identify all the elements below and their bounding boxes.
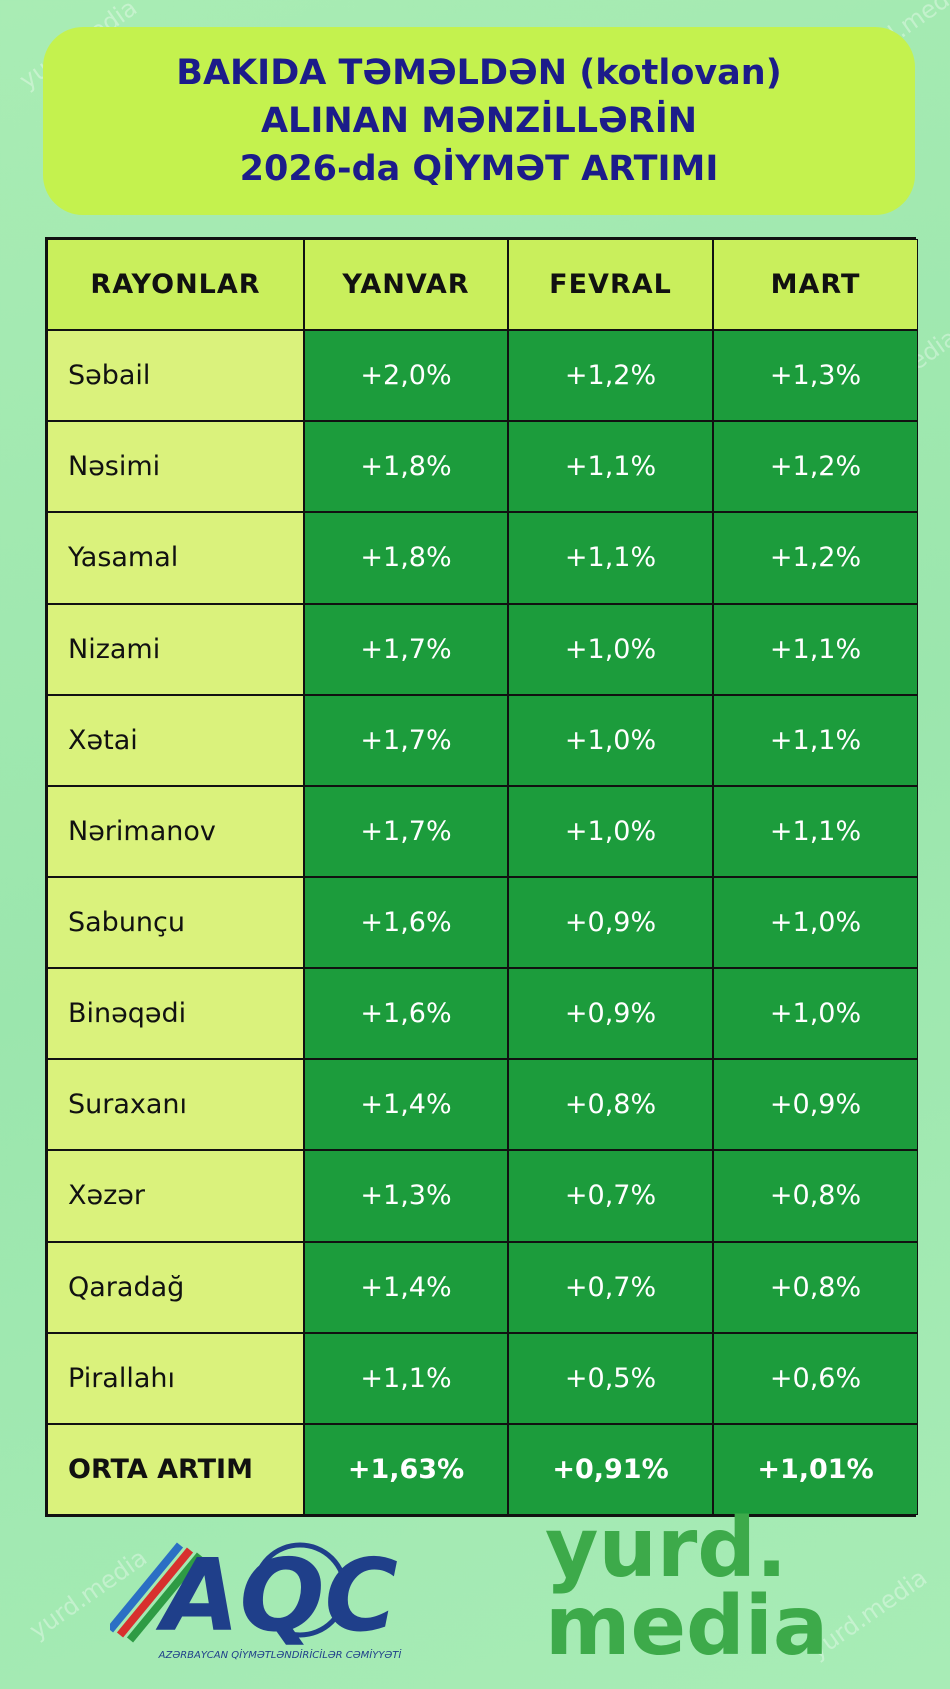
value-cell: +1,0% — [508, 785, 713, 877]
value-cell: +0,9% — [508, 877, 713, 969]
column-header: MART — [713, 239, 918, 331]
value-cell: +0,8% — [713, 1241, 918, 1333]
district-name: Xəzər — [47, 1150, 304, 1242]
value-cell: +1,4% — [304, 1241, 508, 1333]
yurd-logo: yurd. media — [545, 1501, 829, 1674]
value-cell: +0,6% — [713, 1332, 918, 1424]
column-header: RAYONLAR — [47, 239, 304, 331]
value-cell: +0,5% — [508, 1332, 713, 1424]
total-value: +1,63% — [304, 1423, 508, 1515]
aqc-name: AZƏRBAYCAN QİYMƏTLƏNDİRİCİLƏR CƏMİYYƏTİ — [158, 1648, 403, 1661]
value-cell: +1,0% — [508, 603, 713, 695]
aqc-graphic: AQC AZƏRBAYCAN QİYMƏTLƏNDİRİCİLƏR CƏMİYY… — [106, 1537, 403, 1661]
value-cell: +1,4% — [304, 1059, 508, 1151]
value-cell: +1,1% — [713, 694, 918, 786]
value-cell: +0,7% — [508, 1241, 713, 1333]
value-cell: +1,6% — [304, 877, 508, 969]
district-name: Nərimanov — [47, 785, 304, 877]
column-header: FEVRAL — [508, 239, 713, 331]
value-cell: +1,2% — [713, 421, 918, 513]
value-cell: +1,6% — [304, 968, 508, 1060]
total-label: ORTA ARTIM — [47, 1423, 304, 1515]
value-cell: +1,8% — [304, 421, 508, 513]
value-cell: +1,1% — [713, 603, 918, 695]
title-line: BAKIDA TƏMƏLDƏN (kotlovan) — [176, 53, 782, 93]
total-value: +1,01% — [713, 1423, 918, 1515]
value-cell: +1,8% — [304, 512, 508, 604]
district-name: Xətai — [47, 694, 304, 786]
value-cell: +1,2% — [713, 512, 918, 604]
title-box: BAKIDA TƏMƏLDƏN (kotlovan) ALINAN MƏNZİL… — [43, 27, 915, 215]
district-name: Yasamal — [47, 512, 304, 604]
value-cell: +0,8% — [713, 1150, 918, 1242]
district-name: Nəsimi — [47, 421, 304, 513]
value-cell: +0,7% — [508, 1150, 713, 1242]
value-cell: +1,0% — [713, 877, 918, 969]
district-name: Qaradağ — [47, 1241, 304, 1333]
value-cell: +1,1% — [508, 512, 713, 604]
district-name: Səbail — [47, 330, 304, 422]
value-cell: +0,8% — [508, 1059, 713, 1151]
value-cell: +1,7% — [304, 694, 508, 786]
yurd-text: yurd. — [545, 1501, 788, 1596]
title-line: 2026-da QİYMƏT ARTIMI — [239, 149, 719, 189]
value-cell: +1,3% — [713, 330, 918, 422]
value-cell: +1,0% — [508, 694, 713, 786]
value-cell: +1,1% — [713, 785, 918, 877]
table: RAYONLAR YANVAR FEVRAL MART Səbail +2,0% +1,2%… — [45, 237, 918, 1517]
district-name: Nizami — [47, 603, 304, 695]
district-name: Sabunçu — [47, 877, 304, 969]
value-cell: +1,1% — [304, 1332, 508, 1424]
yurd-text: media — [545, 1579, 829, 1674]
total-value: +0,91% — [508, 1423, 713, 1515]
district-name: Binəqədi — [47, 968, 304, 1060]
column-header: YANVAR — [304, 239, 508, 331]
district-name: Suraxanı — [47, 1059, 304, 1151]
value-cell: +0,9% — [508, 968, 713, 1060]
value-cell: +2,0% — [304, 330, 508, 422]
title-line: ALINAN MƏNZİLLƏRİN — [260, 101, 698, 141]
value-cell: +1,1% — [508, 421, 713, 513]
aqc-letters: AQC — [155, 1537, 398, 1654]
value-cell: +1,0% — [713, 968, 918, 1060]
value-cell: +0,9% — [713, 1059, 918, 1151]
aqc-logo: AQC AZƏRBAYCAN QİYMƏTLƏNDİRİCİLƏR CƏMİYY… — [106, 1530, 450, 1665]
value-cell: +1,7% — [304, 785, 508, 877]
value-cell: +1,3% — [304, 1150, 508, 1242]
value-cell: +1,2% — [508, 330, 713, 422]
value-cell: +1,7% — [304, 603, 508, 695]
district-name: Pirallahı — [47, 1332, 304, 1424]
